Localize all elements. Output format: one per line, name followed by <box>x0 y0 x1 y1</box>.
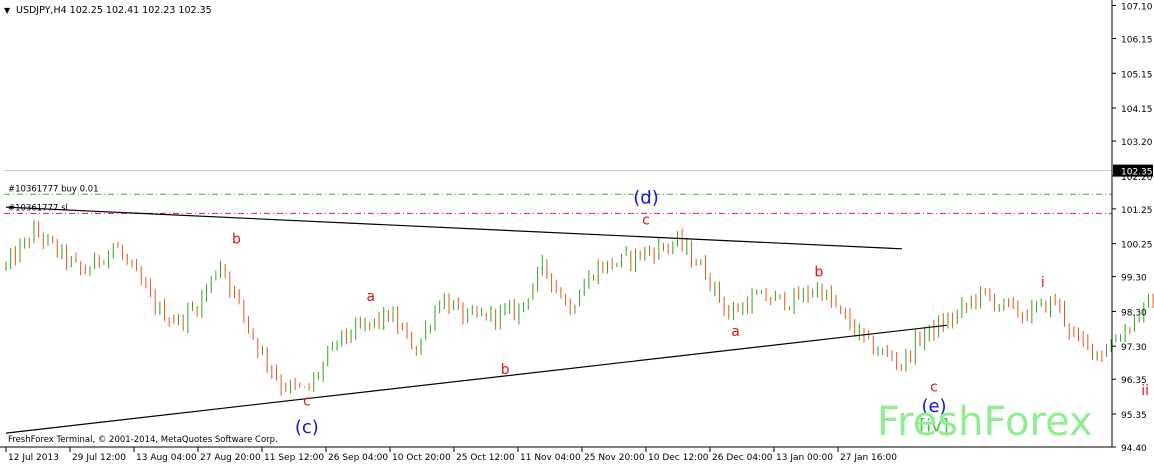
wave-label: b <box>232 232 241 248</box>
wave-label: b <box>501 362 510 378</box>
current-price-label: 102.35 <box>1121 168 1153 178</box>
wave-label: [iv] <box>919 415 949 436</box>
wave-label: (e) <box>921 396 946 417</box>
trendline[interactable] <box>5 206 903 250</box>
x-tick-label: 25 Oct 12:00 <box>456 453 515 463</box>
y-tick-label: 101.25 <box>1121 206 1153 216</box>
x-tick-label: 11 Sep 12:00 <box>264 453 324 463</box>
terminal-footer: FreshForex Terminal, © 2001-2014, MetaQu… <box>8 435 278 445</box>
wave-label: i <box>1041 275 1045 291</box>
wave-label: c <box>303 393 311 409</box>
collapse-arrow-icon[interactable]: ▼ <box>4 6 11 15</box>
y-tick-label: 99.30 <box>1121 274 1147 284</box>
wave-label: c <box>642 213 650 229</box>
x-tick-label: 10 Oct 20:00 <box>392 453 451 463</box>
x-tick-label: 27 Aug 20:00 <box>200 453 261 463</box>
x-tick-label: 13 Jan 00:00 <box>776 453 833 463</box>
y-tick-label: 103.20 <box>1121 138 1153 148</box>
buy-order-label: #10361777 buy 0.01 <box>8 184 99 194</box>
x-tick-label: 11 Nov 04:00 <box>520 453 581 463</box>
wave-label: a <box>731 324 740 340</box>
wave-label: c <box>930 379 938 395</box>
y-tick-label: 97.30 <box>1121 343 1147 353</box>
y-tick-label: 100.25 <box>1121 241 1153 251</box>
x-tick-label: 13 Aug 04:00 <box>136 453 197 463</box>
wave-label: b <box>814 265 823 281</box>
x-tick-label: 25 Nov 20:00 <box>584 453 645 463</box>
watermark-logo: FreshForex <box>877 399 1093 445</box>
wave-label: (c) <box>295 417 319 438</box>
y-tick-label: 95.35 <box>1121 411 1147 421</box>
current-price-marker <box>1113 164 1153 177</box>
y-tick-label: 107.10 <box>1121 2 1153 12</box>
y-tick-label: 106.15 <box>1121 36 1153 46</box>
x-tick-label: 10 Dec 12:00 <box>648 453 709 463</box>
candles-layer <box>5 220 1154 396</box>
wave-label: ii <box>1141 383 1149 399</box>
x-tick-label: 12 Jul 2013 <box>8 453 59 463</box>
x-tick-label: 27 Jan 16:00 <box>840 453 897 463</box>
x-tick-label: 26 Sep 04:00 <box>328 453 388 463</box>
y-tick-label: 94.40 <box>1121 444 1147 454</box>
wave-label: (d) <box>633 188 658 209</box>
y-tick-label: 98.30 <box>1121 308 1147 318</box>
y-tick-label: 104.15 <box>1121 105 1153 115</box>
x-tick-label: 29 Jul 12:00 <box>72 453 126 463</box>
y-tick-label: 96.35 <box>1121 376 1147 386</box>
wave-label: a <box>367 289 376 305</box>
x-tick-label: 26 Dec 04:00 <box>712 453 773 463</box>
trendline[interactable] <box>5 324 947 434</box>
y-tick-label: 102.20 <box>1121 173 1153 183</box>
y-tick-label: 105.15 <box>1121 70 1153 80</box>
symbol-header: USDJPY,H4 102.25 102.41 102.23 102.35 <box>16 5 212 16</box>
